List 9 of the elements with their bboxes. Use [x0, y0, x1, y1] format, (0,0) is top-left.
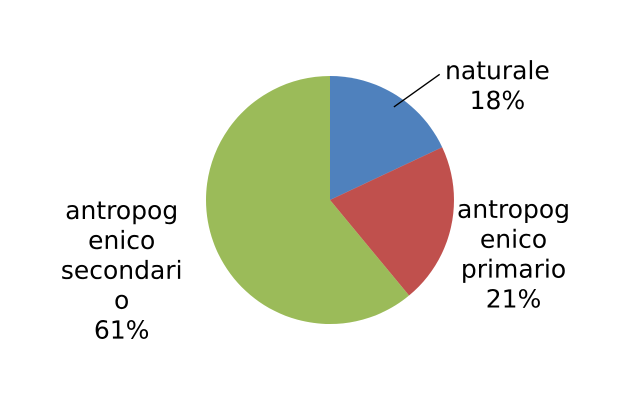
slice-label: antropog enico primario	[458, 200, 568, 283]
data-label: 61%	[96, 320, 148, 339]
slice-label: naturale	[447, 60, 548, 80]
slice-label: antropog enico secondari o	[62, 201, 180, 310]
data-label: 18%	[472, 90, 524, 110]
data-label: 21%	[488, 288, 540, 308]
pie-slice	[206, 76, 410, 324]
pie-slice	[330, 147, 454, 296]
pie-slice	[330, 76, 442, 200]
